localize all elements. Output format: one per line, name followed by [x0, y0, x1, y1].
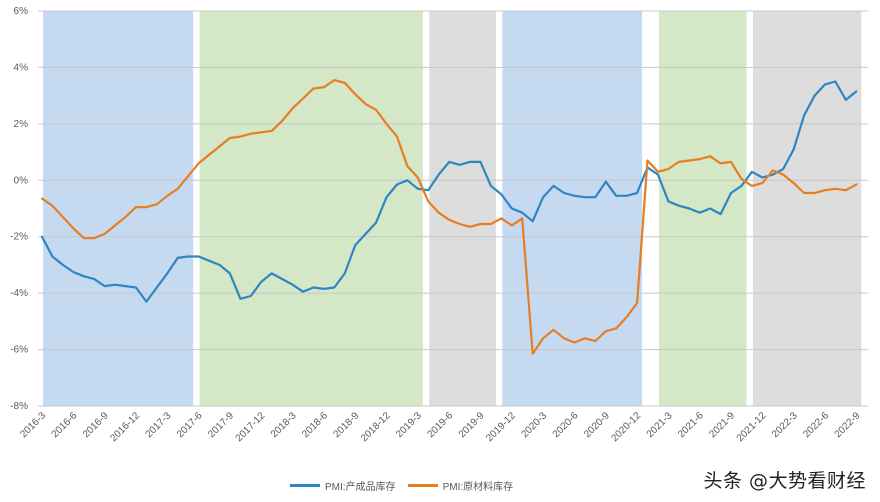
legend-swatch-orange: [407, 484, 438, 487]
gridlines: [38, 10, 868, 407]
x-tick-label: 2019-12: [484, 410, 518, 444]
x-tick-label: 2017-9: [206, 410, 236, 440]
y-tick-label: 4%: [14, 62, 29, 73]
y-tick-label: -6%: [10, 345, 28, 356]
series-line-raw-materials: [40, 78, 858, 355]
shaded-region: [199, 11, 423, 406]
x-tick-label: 2020-12: [609, 410, 643, 444]
legend-item-finished-goods: PMI:产成品库存: [290, 478, 396, 493]
series-lines: [40, 78, 858, 355]
x-tick-label: 2018-3: [269, 410, 299, 440]
x-tick-label: 2016-9: [81, 410, 111, 440]
x-tick-label: 2021-3: [645, 410, 675, 440]
legend-label-raw-materials: PMI:原材料库存: [442, 482, 514, 493]
x-tick-label: 2017-12: [234, 410, 268, 444]
x-tick-label: 2016-3: [18, 410, 48, 440]
shaded-region: [658, 11, 747, 406]
x-tick-label: 2022-3: [770, 410, 800, 440]
shaded-regions: [43, 11, 862, 406]
y-tick-label: 0%: [14, 175, 29, 186]
x-tick-label: 2019-9: [457, 410, 487, 440]
x-tick-label: 2021-12: [735, 410, 769, 444]
x-tick-label: 2022-6: [801, 410, 831, 440]
y-tick-label: -8%: [10, 401, 28, 412]
series-line-finished-goods: [40, 80, 858, 303]
legend: PMI:产成品库存 PMI:原材料库存: [290, 478, 513, 493]
x-tick-label: 2018-6: [300, 410, 330, 440]
x-tick-label: 2016-6: [50, 410, 80, 440]
x-tick-label: 2019-6: [425, 410, 455, 440]
x-tick-label: 2018-12: [359, 410, 393, 444]
shaded-region: [752, 11, 862, 406]
x-tick-label: 2020-3: [519, 410, 549, 440]
legend-label-finished-goods: PMI:产成品库存: [325, 482, 396, 493]
x-tick-label: 2021-6: [676, 410, 706, 440]
y-tick-label: -4%: [10, 288, 28, 299]
x-tick-label: 2018-9: [332, 410, 362, 440]
x-tick-label: 2021-9: [707, 410, 737, 440]
watermark: 头条 @大势看财经: [703, 470, 866, 492]
x-tick-label: 2020-6: [551, 410, 581, 440]
legend-swatch-blue: [290, 484, 320, 487]
y-axis: 6% 4% 2% 0% -2% -4% -6% -8%: [10, 6, 28, 412]
x-tick-label: 2019-3: [394, 410, 424, 440]
shaded-region: [429, 11, 496, 406]
x-tick-label: 2022-9: [833, 410, 863, 440]
legend-item-raw-materials: PMI:原材料库存: [407, 478, 514, 493]
y-tick-label: 6%: [14, 6, 29, 17]
shaded-region: [502, 11, 643, 406]
x-tick-label: 2017-6: [175, 410, 205, 440]
shaded-region: [43, 11, 194, 406]
y-tick-label: 2%: [14, 119, 29, 130]
x-tick-label: 2016-12: [108, 410, 142, 444]
x-tick-label: 2017-3: [144, 410, 174, 440]
x-tick-label: 2020-9: [582, 410, 612, 440]
y-tick-label: -2%: [10, 232, 28, 243]
